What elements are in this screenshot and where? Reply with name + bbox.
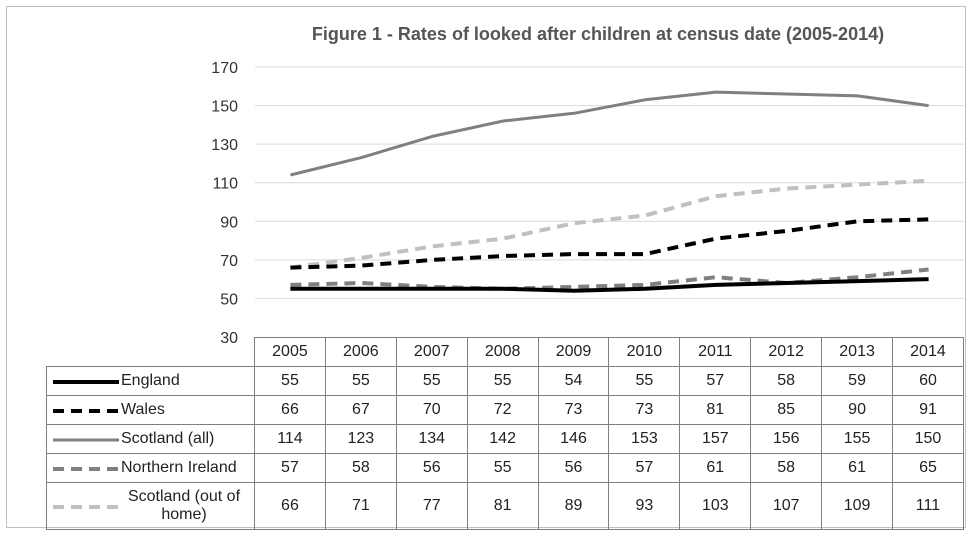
data-label: 77 [395,482,468,530]
data-label: 66 [254,482,326,530]
data-label: 55 [608,366,681,396]
y-tick-label: 50 [220,291,238,308]
table-row: Wales 66 67 70 72 73 73 81 85 90 91 [46,395,964,425]
data-label: 71 [324,482,397,530]
y-tick-label: 70 [220,253,238,270]
legend-entry: Wales [46,395,255,425]
legend-swatch [53,466,119,471]
data-label: 59 [821,366,894,396]
legend-entry: Scotland (all) [46,424,255,454]
legend-swatch [53,505,119,509]
table-row: Northern Ireland 57 58 56 55 56 57 61 58 61 65 [46,453,964,483]
data-label: 103 [679,482,752,530]
data-label: 81 [679,395,752,425]
data-label: 111 [892,482,964,530]
x-tick-label: 2008 [466,337,539,367]
legend-label: Wales [121,400,165,418]
legend-entry: England [46,366,255,396]
legend-label: Northern Ireland [121,458,237,476]
legend-entry: Northern Ireland [46,453,255,483]
data-label: 61 [821,453,894,483]
table-row: England 55 55 55 55 54 55 57 58 59 60 [46,366,964,396]
data-label: 85 [750,395,823,425]
data-label: 55 [466,453,539,483]
legend-swatch [53,408,119,413]
data-label: 70 [395,395,468,425]
chart-title: Figure 1 - Rates of looked after childre… [311,24,885,44]
x-tick-label: 2009 [537,337,610,367]
data-label: 55 [254,366,326,396]
data-label: 65 [892,453,964,483]
table-corner [46,337,255,367]
data-label: 54 [537,366,610,396]
data-label: 146 [537,424,610,454]
x-tick-label: 2012 [750,337,823,367]
data-label: 55 [324,366,397,396]
data-label: 89 [537,482,610,530]
data-label: 109 [821,482,894,530]
data-label: 57 [608,453,681,483]
y-tick-label: 130 [211,137,238,154]
x-tick-label: 2010 [608,337,681,367]
data-label: 114 [254,424,326,454]
data-label: 58 [750,453,823,483]
table-row: Scotland (out of home) 66 71 77 81 89 93 103 107… [46,482,964,530]
y-tick-label: 110 [212,176,238,193]
data-label: 153 [608,424,681,454]
series-line-wales [290,217,929,270]
data-label: 67 [324,395,397,425]
data-label: 93 [608,482,681,530]
data-label: 66 [254,395,326,425]
x-tick-label: 2013 [821,337,894,367]
x-tick-label: 2011 [679,337,752,367]
data-label: 156 [750,424,823,454]
data-label: 157 [679,424,752,454]
data-table: 2005 2006 2007 2008 2009 2010 2011 2012 2013 2014… [46,337,964,530]
y-tick-label: 150 [211,99,238,116]
legend-label: England [121,371,180,389]
data-label: 107 [750,482,823,530]
legend-label: Scotland (out of home) [127,488,241,523]
data-label: 58 [750,366,823,396]
table-row: Scotland (all) 114 123 134 142 146 153 157 156 15… [46,424,964,454]
x-tick-label: 2006 [324,337,397,367]
series-line-northern-ireland [290,267,929,291]
data-label: 60 [892,366,964,396]
data-label: 55 [395,366,468,396]
data-label: 57 [254,453,326,483]
y-tick-label: 170 [211,60,238,77]
legend-swatch [53,379,119,384]
data-label: 72 [466,395,539,425]
legend-label: Scotland (all) [121,429,215,447]
data-label: 134 [395,424,468,454]
x-tick-label: 2014 [892,337,964,367]
data-label: 73 [537,395,610,425]
data-label: 58 [324,453,397,483]
legend-swatch [53,438,119,442]
table-header-row: 2005 2006 2007 2008 2009 2010 2011 2012 2013 2014 [46,337,964,367]
data-label: 155 [821,424,894,454]
data-label: 55 [466,366,539,396]
data-label: 56 [537,453,610,483]
data-label: 90 [821,395,894,425]
data-label: 73 [608,395,681,425]
data-label: 56 [395,453,468,483]
data-label: 91 [892,395,964,425]
data-label: 81 [466,482,539,530]
data-label: 57 [679,366,752,396]
data-label: 150 [892,424,964,454]
data-label: 61 [679,453,752,483]
series-line-scotland-all [290,90,929,177]
y-tick-label: 90 [220,214,238,231]
x-tick-label: 2007 [395,337,468,367]
x-tick-label: 2005 [254,337,326,367]
data-label: 123 [324,424,397,454]
data-label: 142 [466,424,539,454]
legend-entry: Scotland (out of home) [46,482,255,530]
series-line-england [290,277,929,293]
